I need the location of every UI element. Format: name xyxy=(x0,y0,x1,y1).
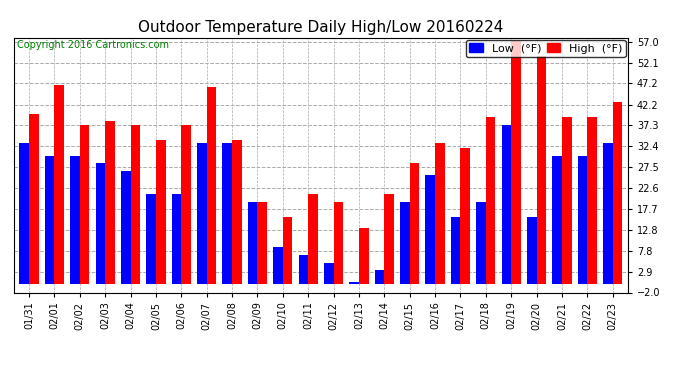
Bar xyxy=(19,143,29,284)
Bar xyxy=(537,56,546,284)
Text: Copyright 2016 Cartronics.com: Copyright 2016 Cartronics.com xyxy=(17,40,169,50)
Bar xyxy=(349,282,359,284)
Bar xyxy=(197,143,207,284)
Bar xyxy=(232,140,241,284)
Bar xyxy=(70,156,80,284)
Bar xyxy=(156,140,166,284)
Bar xyxy=(578,156,587,284)
Bar xyxy=(587,117,597,284)
Bar xyxy=(603,143,613,284)
Bar xyxy=(613,102,622,284)
Bar xyxy=(552,156,562,284)
Bar xyxy=(451,217,460,284)
Bar xyxy=(527,217,537,284)
Bar xyxy=(248,201,257,284)
Bar xyxy=(299,255,308,284)
Bar xyxy=(257,201,267,284)
Bar xyxy=(426,175,435,284)
Bar xyxy=(146,194,156,284)
Bar xyxy=(375,270,384,284)
Bar xyxy=(384,194,394,284)
Bar xyxy=(222,143,232,284)
Title: Outdoor Temperature Daily High/Low 20160224: Outdoor Temperature Daily High/Low 20160… xyxy=(138,20,504,35)
Bar xyxy=(130,125,140,284)
Bar xyxy=(435,143,444,284)
Bar xyxy=(460,148,470,284)
Bar xyxy=(511,41,521,284)
Bar xyxy=(359,228,368,284)
Bar xyxy=(400,201,410,284)
Bar xyxy=(333,201,343,284)
Bar xyxy=(45,156,55,284)
Bar xyxy=(105,121,115,284)
Bar xyxy=(308,194,318,284)
Bar xyxy=(562,117,571,284)
Bar xyxy=(80,125,90,284)
Bar xyxy=(121,171,130,284)
Bar xyxy=(181,125,191,284)
Bar xyxy=(324,263,333,284)
Bar xyxy=(273,248,283,284)
Legend: Low  (°F), High  (°F): Low (°F), High (°F) xyxy=(466,40,626,57)
Bar xyxy=(486,117,495,284)
Bar xyxy=(172,194,181,284)
Bar xyxy=(502,125,511,284)
Bar xyxy=(476,201,486,284)
Bar xyxy=(207,87,216,284)
Bar xyxy=(55,85,64,284)
Bar xyxy=(410,163,420,284)
Bar xyxy=(95,163,105,284)
Bar xyxy=(283,217,293,284)
Bar xyxy=(29,114,39,284)
